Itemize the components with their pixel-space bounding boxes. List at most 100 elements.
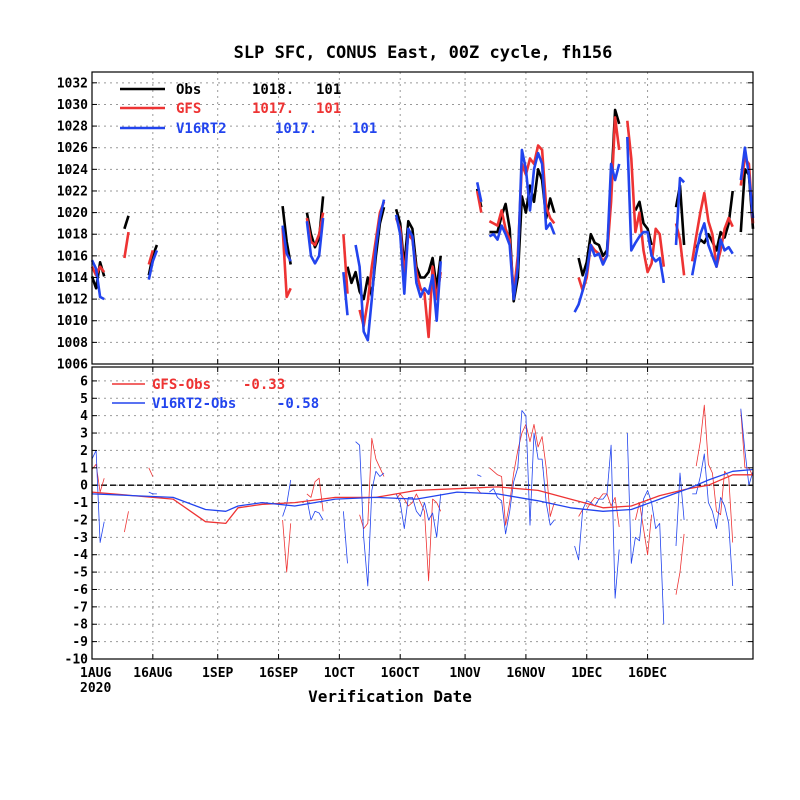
series-line-gfs-obs	[124, 511, 129, 533]
series-line-v16rt2-obs	[282, 479, 292, 517]
legend-label-v16rt2-obs: V16RT2-Obs	[152, 396, 236, 412]
x-tick-label: 1OCT	[324, 666, 355, 681]
top-y-tick-label: 1008	[57, 336, 88, 351]
bottom-y-tick-label: -6	[72, 583, 88, 598]
series-line-v16rt2-obs	[306, 499, 324, 521]
series-line-v16rt2-obs	[91, 449, 105, 543]
series-line-v16rt2	[739, 146, 755, 219]
x-tick-label: 16OCT	[381, 666, 420, 681]
series-line-gfs-obs	[635, 502, 652, 556]
x-tick-label: 1AUG	[80, 666, 111, 681]
legend-label-v16rt2: V16RT2	[176, 121, 227, 137]
top-y-tick-label: 1018	[57, 228, 88, 243]
series-line-gfs	[626, 120, 666, 274]
legend-label-obs: Obs	[176, 82, 201, 98]
series-line-v16rt2-obs	[343, 511, 348, 564]
x-axis-label: Verification Date	[308, 687, 472, 706]
series-line-gfs	[475, 190, 483, 213]
top-panel-y-ticks: 1006 1008 1010 1012 1014 1016 1018 1020 1022 1024…	[57, 76, 753, 373]
legend-mean-v16rt2-obs: -0.58	[277, 396, 319, 412]
top-y-tick-label: 1012	[57, 293, 88, 308]
bottom-y-tick-label: 1	[80, 461, 88, 476]
series-line-v16rt2-obs	[675, 472, 685, 547]
legend-mean-obs: 1018.	[252, 82, 294, 98]
series-line-v16rt2	[281, 225, 292, 262]
legend-count-gfs: 101	[316, 101, 341, 117]
x-tick-label: 1DEC	[571, 666, 602, 681]
series-line-gfs-obs	[282, 519, 292, 573]
series-line-v16rt2	[626, 136, 666, 284]
top-y-tick-label: 1014	[57, 271, 88, 286]
series-line-v16rt2-obs	[740, 408, 754, 486]
x-tick-label: 1NOV	[449, 666, 480, 681]
bottom-y-tick-label: -3	[72, 531, 88, 546]
bottom-y-tick-label: -7	[72, 600, 88, 615]
x-tick-label: 16SEP	[259, 666, 298, 681]
bottom-y-tick-label: 2	[80, 444, 88, 459]
series-line-gfs-obs	[306, 477, 324, 512]
series-line-gfs-obs-mean	[91, 474, 753, 525]
legend-mean-gfs-obs: -0.33	[243, 377, 285, 393]
bottom-legend: GFS-Obs -0.33 V16RT2-Obs -0.58	[112, 377, 319, 412]
series-line-v16rt2-obs-mean	[91, 468, 754, 512]
series-line-gfs-obs	[489, 423, 555, 526]
series-line-v16rt2	[690, 222, 734, 276]
top-panel-frame	[91, 71, 754, 365]
bottom-y-tick-label: -10	[65, 653, 89, 668]
top-y-tick-label: 1030	[57, 98, 88, 113]
series-line-v16rt2	[488, 148, 556, 301]
series-line-gfs	[690, 191, 734, 269]
bottom-y-tick-label: -1	[72, 496, 88, 511]
series-line-gfs	[123, 231, 130, 259]
series-line-v16rt2	[394, 214, 442, 323]
series-line-v16rt2-obs	[692, 453, 734, 587]
x-tick-label: 1SEP	[202, 666, 233, 681]
bottom-y-tick-label: 6	[80, 374, 88, 389]
legend-count-obs: 101	[316, 82, 341, 98]
top-y-tick-label: 1022	[57, 184, 88, 199]
bottom-y-tick-label: -8	[72, 618, 88, 633]
legend-mean-gfs: 1017.	[252, 101, 294, 117]
series-line-v16rt2-obs	[148, 491, 157, 495]
bottom-panel-frame	[91, 366, 754, 660]
series-line-gfs	[147, 250, 155, 265]
bottom-y-tick-label: -4	[72, 548, 88, 563]
x-tick-label: 16AUG	[133, 666, 172, 681]
series-line-obs	[123, 215, 130, 230]
top-y-tick-label: 1024	[57, 163, 88, 178]
series-line-gfs-obs	[675, 533, 685, 595]
series-line-v16rt2	[674, 176, 686, 246]
x-tick-label: 16NOV	[506, 666, 545, 681]
bottom-y-tick-label: 4	[80, 409, 88, 424]
legend-mean-v16rt2: 1017.	[275, 121, 317, 137]
series-line-v16rt2	[147, 249, 159, 280]
legend-label-gfs-obs: GFS-Obs	[152, 377, 211, 393]
x-tick-label: 16DEC	[628, 666, 667, 681]
top-y-tick-label: 1016	[57, 249, 88, 264]
series-line-v16rt2-obs	[477, 474, 482, 477]
series-line-v16rt2-obs	[574, 444, 620, 599]
series-line-v16rt2-obs	[395, 493, 442, 538]
series-line-gfs-obs	[148, 467, 154, 477]
top-panel-series	[90, 108, 755, 342]
series-line-v16rt2-obs	[355, 441, 385, 587]
top-y-tick-label: 1026	[57, 141, 88, 156]
legend-count-v16rt2: 101	[352, 121, 377, 137]
bottom-y-tick-label: -9	[72, 635, 88, 650]
bottom-y-tick-label: 0	[80, 479, 88, 494]
series-line-gfs	[342, 234, 349, 294]
series-line-gfs	[281, 227, 292, 299]
series-line-v16rt2	[354, 199, 386, 342]
series-line-v16rt2-obs	[489, 410, 555, 535]
x-axis-ticks: 1AUG 16AUG 1SEP 16SEP 1OCT 16OCT 1NOV 16NOV 1DEC…	[80, 359, 667, 681]
top-y-tick-label: 1032	[57, 76, 88, 91]
series-line-gfs	[90, 265, 106, 277]
top-y-tick-label: 1020	[57, 206, 88, 221]
series-line-v16rt2	[573, 162, 621, 313]
legend-label-gfs: GFS	[176, 101, 201, 117]
series-line-v16rt2	[342, 271, 349, 316]
bottom-y-tick-label: 5	[80, 392, 88, 407]
series-line-v16rt2	[305, 217, 325, 265]
